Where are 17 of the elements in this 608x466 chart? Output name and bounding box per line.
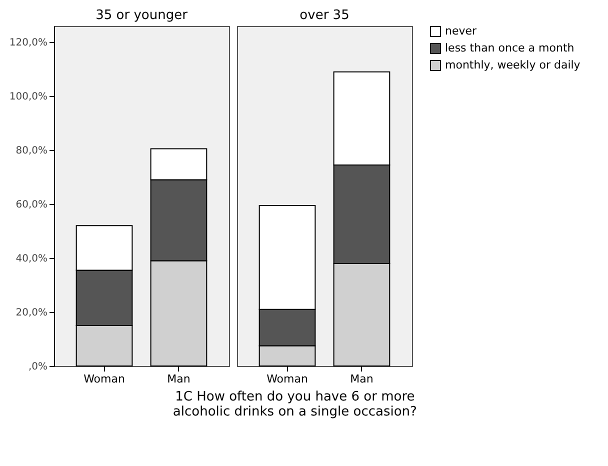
y-tick-label: 80,0% xyxy=(16,146,48,157)
x-tick-label: Woman xyxy=(84,372,125,386)
y-tick-label: 120,0% xyxy=(9,38,48,49)
y-tick-label: ,0% xyxy=(28,362,48,372)
x-tick-label: Man xyxy=(167,372,190,386)
x-tick-label: Man xyxy=(350,372,374,386)
legend-label: monthly, weekly or daily xyxy=(445,58,581,72)
chart-title: over 35 xyxy=(300,8,350,23)
y-tick-label: 20,0% xyxy=(16,308,48,319)
x-axis-title: 1C How often do you have 6 or more alcoholic drinks on a single occasion? xyxy=(172,390,417,420)
y-tick-label: 60,0% xyxy=(16,200,48,211)
legend-label: less than once a month xyxy=(445,42,574,54)
chart-title: 35 or younger xyxy=(96,8,188,23)
legend-label: never xyxy=(445,24,478,38)
x-tick-label: Woman xyxy=(266,372,308,386)
y-tick-label: 40,0% xyxy=(16,254,48,265)
y-tick-label: 100,0% xyxy=(9,92,48,103)
